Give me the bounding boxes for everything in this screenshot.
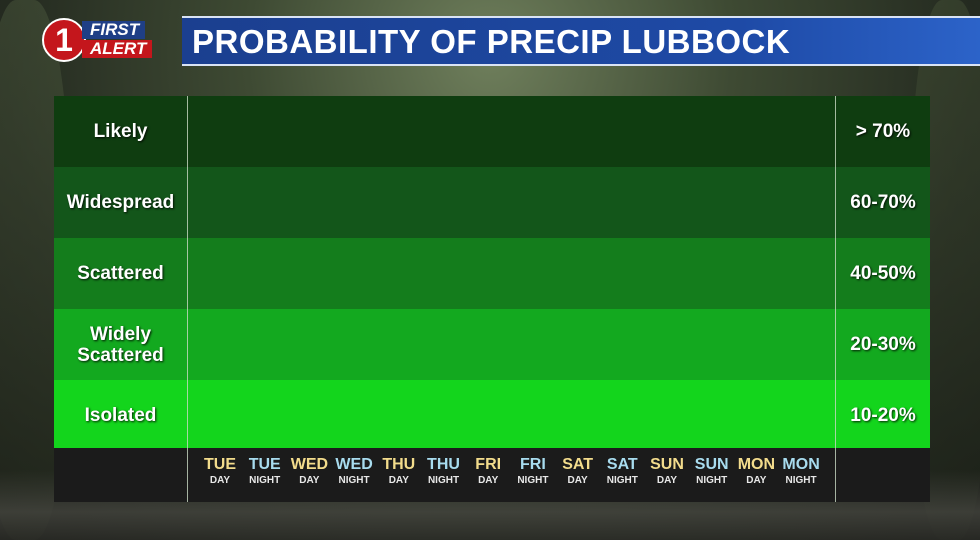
- period-part: NIGHT: [696, 475, 728, 486]
- band-label: Scattered: [77, 263, 164, 284]
- period-part: DAY: [299, 475, 320, 486]
- band-range-label: 60-70%: [850, 191, 916, 213]
- period-day: SUN: [694, 456, 729, 473]
- band-plot-area: [188, 238, 835, 309]
- title-bar: PROBABILITY OF PRECIP LUBBOCK: [182, 16, 980, 66]
- period-day: WED: [290, 456, 329, 473]
- period-tick-label: WED DAY: [287, 456, 331, 488]
- period-tick-label: SUN DAY: [645, 456, 689, 488]
- band-label: Isolated: [84, 405, 157, 426]
- period-tick-label: TUE DAY: [198, 456, 242, 488]
- period-part: DAY: [478, 475, 499, 486]
- band-range-label: 20-30%: [850, 333, 916, 355]
- period-day: THU: [382, 456, 416, 473]
- period-day: SAT: [562, 456, 593, 473]
- period-day: WED: [335, 456, 373, 473]
- band-plot-area: [188, 167, 835, 238]
- period-day: TUE: [248, 456, 281, 473]
- band-range-label: > 70%: [855, 120, 911, 142]
- period-day: FRI: [475, 456, 502, 473]
- probability-band: Widespread 60-70%: [54, 167, 930, 238]
- period-part: NIGHT: [606, 475, 638, 486]
- period-part: NIGHT: [338, 475, 370, 486]
- logo-number: 1: [55, 22, 73, 58]
- period-day: THU: [427, 456, 460, 473]
- band-label: Widespread: [66, 192, 175, 213]
- logo-first-text: FIRST: [82, 21, 146, 39]
- probability-band: Likely > 70%: [54, 96, 930, 167]
- period-tick-label: THU NIGHT: [422, 456, 466, 488]
- band-plot-area: [188, 309, 835, 380]
- period-tick-label: SAT DAY: [556, 456, 600, 488]
- period-tick-label: FRI NIGHT: [511, 456, 555, 488]
- band-plot-area: [188, 380, 835, 451]
- period-part: DAY: [656, 475, 678, 486]
- period-part: DAY: [567, 475, 588, 486]
- period-tick-label: TUE NIGHT: [243, 456, 287, 488]
- period-day: FRI: [520, 456, 546, 473]
- period-day: SAT: [606, 456, 638, 473]
- first-alert-logo: 1 FIRST ALERT: [42, 18, 170, 64]
- period-tick-label: MON DAY: [734, 456, 778, 488]
- band-label: Widely Scattered: [77, 323, 164, 366]
- day-axis: TUE DAY TUE NIGHT WED DAY WED NIGHT THU DAY THU NIG…: [54, 448, 930, 502]
- period-tick-label: THU DAY: [377, 456, 421, 488]
- period-part: NIGHT: [427, 475, 460, 486]
- period-part: DAY: [746, 475, 767, 486]
- period-day: MON: [782, 456, 820, 473]
- period-tick-label: WED NIGHT: [332, 456, 376, 488]
- period-day: MON: [737, 456, 776, 473]
- period-part: DAY: [209, 475, 231, 486]
- period-part: NIGHT: [249, 475, 281, 486]
- period-tick-label: SAT NIGHT: [600, 456, 644, 488]
- logo-alert-text: ALERT: [82, 40, 153, 58]
- period-part: NIGHT: [517, 475, 549, 486]
- probability-band: Scattered 40-50%: [54, 238, 930, 309]
- left-divider: [187, 96, 188, 502]
- band-range-label: 40-50%: [850, 262, 916, 284]
- precip-probability-chart: Likely > 70% Widespread 60-70% Scattered 40-5…: [54, 96, 930, 502]
- page-title: PROBABILITY OF PRECIP LUBBOCK: [192, 23, 791, 60]
- probability-band: Isolated 10-20%: [54, 380, 930, 451]
- period-tick-label: SUN NIGHT: [690, 456, 734, 488]
- band-range-label: 10-20%: [850, 404, 916, 426]
- right-divider: [835, 96, 836, 502]
- probability-band: Widely Scattered 20-30%: [54, 309, 930, 380]
- period-tick-label: FRI DAY: [466, 456, 510, 488]
- band-label: Likely: [93, 121, 148, 142]
- period-part: NIGHT: [785, 475, 817, 486]
- period-day: SUN: [650, 456, 684, 473]
- period-day: TUE: [204, 456, 236, 473]
- band-plot-area: [188, 96, 835, 167]
- period-tick-label: MON NIGHT: [779, 456, 823, 488]
- period-part: DAY: [388, 475, 409, 486]
